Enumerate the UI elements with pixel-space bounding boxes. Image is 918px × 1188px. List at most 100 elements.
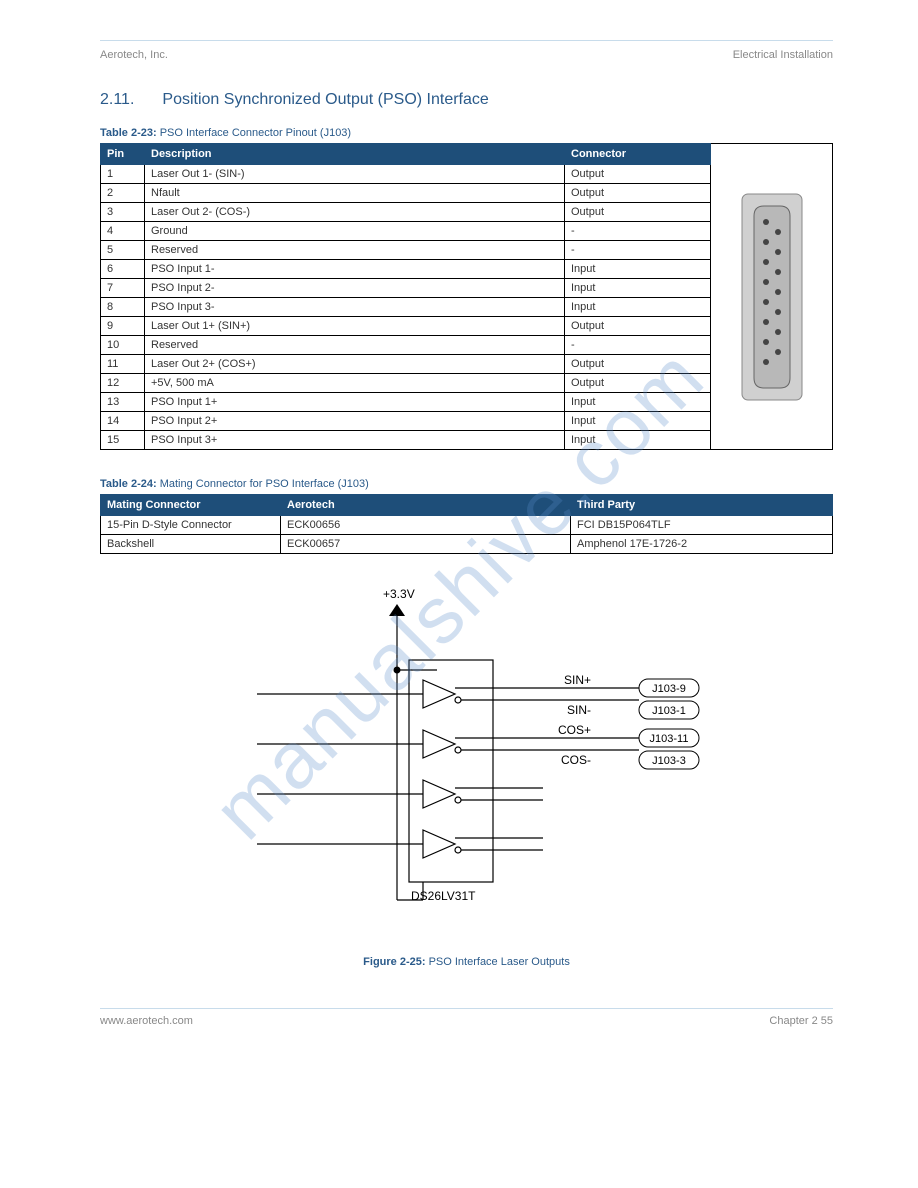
cell: 8 (101, 298, 145, 317)
svg-text:SIN-: SIN- (567, 703, 591, 717)
footer-left: www.aerotech.com (100, 1015, 193, 1027)
cell: Output (565, 184, 711, 203)
cell: 13 (101, 393, 145, 412)
top-rule (100, 40, 833, 41)
table-row: 14PSO Input 2+Input (101, 412, 711, 431)
cell: PSO Input 1+ (145, 393, 565, 412)
cell: Reserved (145, 241, 565, 260)
table1-caption: Table 2-23: PSO Interface Connector Pino… (100, 127, 833, 139)
svg-text:+3.3V: +3.3V (383, 587, 415, 601)
cell: Laser Out 2- (COS-) (145, 203, 565, 222)
table-row: 12+5V, 500 mAOutput (101, 374, 711, 393)
table-row: BackshellECK00657Amphenol 17E-1726-2 (101, 535, 833, 554)
cell: Output (565, 203, 711, 222)
table1-caption-bold: Table 2-23: (100, 127, 157, 139)
cell: Output (565, 317, 711, 336)
pinout-block: Pin Description Connector 1Laser Out 1- … (100, 143, 833, 450)
table-row: 1Laser Out 1- (SIN-)Output (101, 165, 711, 184)
cell: Output (565, 165, 711, 184)
cell: Input (565, 260, 711, 279)
cell: Ground (145, 222, 565, 241)
table-row: 6PSO Input 1-Input (101, 260, 711, 279)
mating-table: Mating Connector Aerotech Third Party 15… (100, 494, 833, 554)
figure-caption: Figure 2-25: PSO Interface Laser Outputs (100, 956, 833, 968)
th: Aerotech (281, 495, 571, 516)
svg-text:COS-: COS- (561, 753, 591, 767)
circuit-diagram: +3.3V DS26LV31T (100, 580, 833, 950)
cell: PSO Input 2+ (145, 412, 565, 431)
table-row: 9Laser Out 1+ (SIN+)Output (101, 317, 711, 336)
th-desc: Description (145, 144, 565, 165)
cell: - (565, 222, 711, 241)
table-row: 7PSO Input 2-Input (101, 279, 711, 298)
cell: PSO Input 2- (145, 279, 565, 298)
cell: Input (565, 431, 711, 450)
pso-laser-output-schematic: +3.3V DS26LV31T (187, 580, 747, 950)
table-row: 15PSO Input 3+Input (101, 431, 711, 450)
cell: 14 (101, 412, 145, 431)
cell: Laser Out 2+ (COS+) (145, 355, 565, 374)
cell: 3 (101, 203, 145, 222)
page-header: Aerotech, Inc. Electrical Installation (100, 49, 833, 61)
table-row: 15-Pin D-Style ConnectorECK00656FCI DB15… (101, 516, 833, 535)
svg-text:SIN+: SIN+ (563, 673, 590, 687)
table-row: 5Reserved- (101, 241, 711, 260)
cell: 1 (101, 165, 145, 184)
cell: 12 (101, 374, 145, 393)
cell: 10 (101, 336, 145, 355)
table-row: 4Ground- (101, 222, 711, 241)
cell: Input (565, 393, 711, 412)
table2-caption-rest: Mating Connector for PSO Interface (J103… (157, 478, 369, 490)
page-footer: www.aerotech.com Chapter 2 55 (100, 1015, 833, 1027)
db15-connector-icon (740, 192, 804, 402)
cell: Output (565, 355, 711, 374)
cell: ECK00657 (281, 535, 571, 554)
svg-text:J103-11: J103-11 (649, 733, 688, 745)
cell: 7 (101, 279, 145, 298)
table2-caption: Table 2-24: Mating Connector for PSO Int… (100, 478, 833, 490)
table-row: 11Laser Out 2+ (COS+)Output (101, 355, 711, 374)
table2-caption-bold: Table 2-24: (100, 478, 157, 490)
svg-text:J103-1: J103-1 (652, 705, 686, 717)
cell: 11 (101, 355, 145, 374)
cell: Input (565, 279, 711, 298)
cell: 2 (101, 184, 145, 203)
cell: ECK00656 (281, 516, 571, 535)
cell: 6 (101, 260, 145, 279)
cell: Laser Out 1- (SIN-) (145, 165, 565, 184)
figure-caption-rest: PSO Interface Laser Outputs (426, 956, 570, 968)
cell: Output (565, 374, 711, 393)
cell: Reserved (145, 336, 565, 355)
cell: Input (565, 298, 711, 317)
pinout-table: Pin Description Connector 1Laser Out 1- … (100, 143, 711, 450)
cell: 4 (101, 222, 145, 241)
cell: Input (565, 412, 711, 431)
pinout-tbody: 1Laser Out 1- (SIN-)Output 2NfaultOutput… (101, 165, 711, 450)
cell: - (565, 336, 711, 355)
cell: Amphenol 17E-1726-2 (571, 535, 833, 554)
cell: Backshell (101, 535, 281, 554)
figure-caption-bold: Figure 2-25: (363, 956, 425, 968)
table-row: 3Laser Out 2- (COS-)Output (101, 203, 711, 222)
section-title: Position Synchronized Output (PSO) Inter… (162, 91, 488, 108)
cell: Laser Out 1+ (SIN+) (145, 317, 565, 336)
table-row: 13PSO Input 1+Input (101, 393, 711, 412)
page-content: Aerotech, Inc. Electrical Installation 2… (0, 0, 918, 1067)
bottom-rule (100, 1008, 833, 1009)
cell: +5V, 500 mA (145, 374, 565, 393)
table1-caption-rest: PSO Interface Connector Pinout (J103) (157, 127, 351, 139)
header-right: Electrical Installation (733, 49, 833, 61)
cell: PSO Input 3- (145, 298, 565, 317)
section-number: 2.11. (100, 91, 134, 108)
cell: PSO Input 1- (145, 260, 565, 279)
th: Mating Connector (101, 495, 281, 516)
cell: PSO Input 3+ (145, 431, 565, 450)
cell: 5 (101, 241, 145, 260)
table-row: 10Reserved- (101, 336, 711, 355)
cell: - (565, 241, 711, 260)
cell: 15-Pin D-Style Connector (101, 516, 281, 535)
cell: 9 (101, 317, 145, 336)
svg-text:COS+: COS+ (557, 723, 590, 737)
header-left: Aerotech, Inc. (100, 49, 168, 61)
cell: FCI DB15P064TLF (571, 516, 833, 535)
